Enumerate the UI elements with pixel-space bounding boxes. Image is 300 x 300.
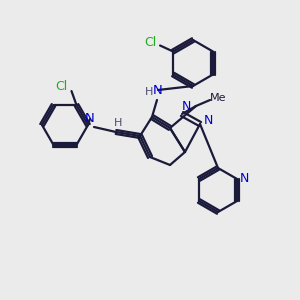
Text: H: H bbox=[145, 87, 153, 97]
Text: N: N bbox=[181, 100, 191, 113]
Text: N: N bbox=[239, 172, 249, 184]
Text: Cl: Cl bbox=[56, 80, 68, 93]
Text: Me: Me bbox=[210, 93, 226, 103]
Text: H: H bbox=[114, 118, 122, 128]
Text: N: N bbox=[153, 83, 163, 97]
Text: N: N bbox=[85, 112, 95, 125]
Text: N: N bbox=[203, 115, 213, 128]
Text: Cl: Cl bbox=[144, 36, 156, 49]
